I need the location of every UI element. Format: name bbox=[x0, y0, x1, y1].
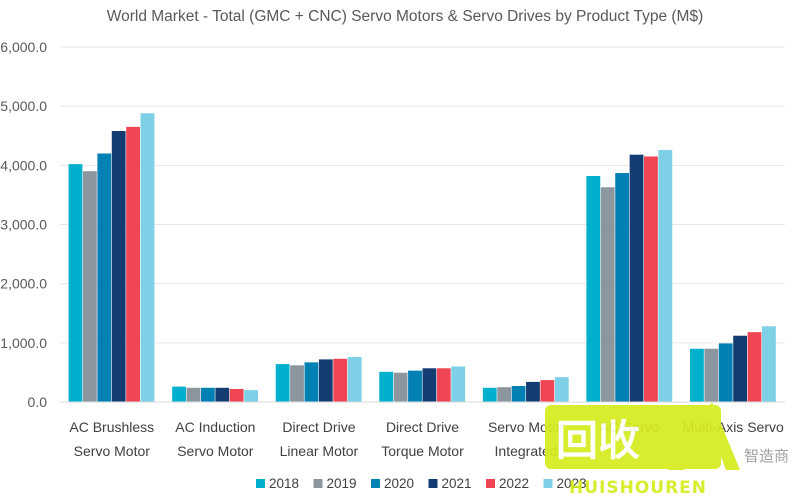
bar-2022-3 bbox=[436, 368, 451, 402]
legend-swatch-2019 bbox=[313, 479, 323, 488]
bar-2022-1 bbox=[229, 388, 244, 402]
bar-2020-6 bbox=[718, 343, 733, 402]
bar-2021-4 bbox=[526, 381, 540, 402]
bar-2019-6 bbox=[704, 348, 719, 402]
y-tick-label: 2,000.0 bbox=[0, 276, 47, 292]
legend-label: 2020 bbox=[384, 476, 414, 491]
y-tick-label: 6,000.0 bbox=[0, 39, 47, 55]
bar-2018-1 bbox=[172, 386, 186, 402]
bar-2023-4 bbox=[554, 377, 569, 402]
x-category-label: Direct Drive bbox=[282, 419, 355, 435]
bar-2022-5 bbox=[644, 156, 658, 402]
x-category-label: Servo Motor bbox=[74, 443, 151, 459]
bar-2020-4 bbox=[511, 386, 526, 402]
legend-label: 2021 bbox=[442, 476, 472, 491]
bar-2019-3 bbox=[393, 372, 408, 402]
legend: 2018 2019 2020 2021 2022 2023 bbox=[256, 476, 587, 491]
bar-2021-3 bbox=[422, 368, 437, 402]
y-axis-ticks: 0.0 1,000.0 2,000.0 3,000.0 4,000.0 5,000.0 6,… bbox=[0, 39, 47, 410]
watermark-small-text: 智造商 bbox=[744, 447, 789, 465]
legend-label: 2022 bbox=[499, 476, 529, 491]
bar-2023-2 bbox=[347, 357, 362, 402]
legend-swatch-2021 bbox=[428, 479, 438, 488]
x-category-label: Servo Motor bbox=[177, 443, 254, 459]
bar-2022-4 bbox=[540, 380, 555, 402]
bar-2023-3 bbox=[451, 366, 466, 402]
watermark-brand-text: HUISHOUREN bbox=[569, 478, 707, 498]
y-tick-label: 3,000.0 bbox=[0, 217, 47, 233]
y-tick-label: 1,000.0 bbox=[0, 335, 47, 351]
legend-swatch-2020 bbox=[371, 479, 380, 488]
bar-2019-2 bbox=[290, 365, 304, 402]
y-tick-label: 5,000.0 bbox=[0, 98, 47, 114]
bar-2018-3 bbox=[379, 371, 394, 402]
watermark-triangle-icon bbox=[668, 402, 740, 470]
legend-label: 2018 bbox=[269, 476, 299, 491]
bar-2020-1 bbox=[200, 387, 215, 402]
bar-2018-5 bbox=[586, 175, 601, 402]
bar-2021-1 bbox=[215, 387, 230, 402]
legend-label: 2023 bbox=[557, 476, 587, 491]
watermark: 回收 智造商 HUISHOUREN bbox=[545, 402, 789, 498]
bar-2019-0 bbox=[82, 171, 97, 402]
watermark-main-text: 回收 bbox=[556, 416, 640, 465]
bar-2018-0 bbox=[68, 164, 83, 402]
bar-2020-5 bbox=[615, 173, 630, 402]
bars bbox=[68, 113, 776, 403]
bar-2019-5 bbox=[600, 187, 615, 402]
x-category-label: AC Brushless bbox=[69, 419, 154, 435]
bar-2019-4 bbox=[497, 387, 512, 402]
bar-2022-6 bbox=[747, 332, 762, 402]
bar-2019-1 bbox=[186, 387, 201, 402]
y-tick-label: 0.0 bbox=[28, 394, 48, 410]
x-category-label: Direct Drive bbox=[386, 419, 459, 435]
gridlines bbox=[60, 46, 785, 344]
x-category-label: Linear Motor bbox=[280, 443, 359, 459]
legend-label: 2019 bbox=[327, 476, 357, 491]
watermark-badge bbox=[545, 405, 721, 469]
x-category-label: Torque Motor bbox=[381, 443, 464, 459]
x-category-label: AC Induction bbox=[175, 419, 255, 435]
bar-2022-2 bbox=[333, 358, 348, 402]
chart-title: World Market - Total (GMC + CNC) Servo M… bbox=[107, 8, 703, 25]
bar-2023-6 bbox=[762, 326, 776, 402]
y-tick-label: 4,000.0 bbox=[0, 157, 47, 173]
bar-2018-6 bbox=[690, 348, 704, 402]
bar-2018-2 bbox=[275, 364, 290, 402]
bar-2021-2 bbox=[318, 359, 333, 402]
bar-2018-4 bbox=[482, 387, 497, 402]
bar-2023-0 bbox=[140, 113, 155, 403]
legend-swatch-2018 bbox=[256, 479, 265, 488]
bar-2023-1 bbox=[244, 390, 258, 402]
legend-swatch-2023 bbox=[543, 479, 553, 488]
bar-2020-2 bbox=[304, 362, 319, 402]
bar-2021-6 bbox=[733, 335, 748, 402]
bar-2021-5 bbox=[629, 154, 644, 402]
x-category-label: Integrated bbox=[495, 443, 558, 459]
bar-2022-0 bbox=[126, 126, 140, 402]
legend-swatch-2022 bbox=[486, 479, 495, 488]
bar-2020-3 bbox=[408, 370, 422, 402]
bar-2020-0 bbox=[97, 153, 112, 402]
bar-2023-5 bbox=[658, 149, 673, 402]
bar-2021-0 bbox=[111, 131, 126, 402]
